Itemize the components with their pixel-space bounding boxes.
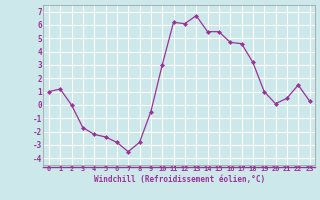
X-axis label: Windchill (Refroidissement éolien,°C): Windchill (Refroidissement éolien,°C) <box>94 175 265 184</box>
